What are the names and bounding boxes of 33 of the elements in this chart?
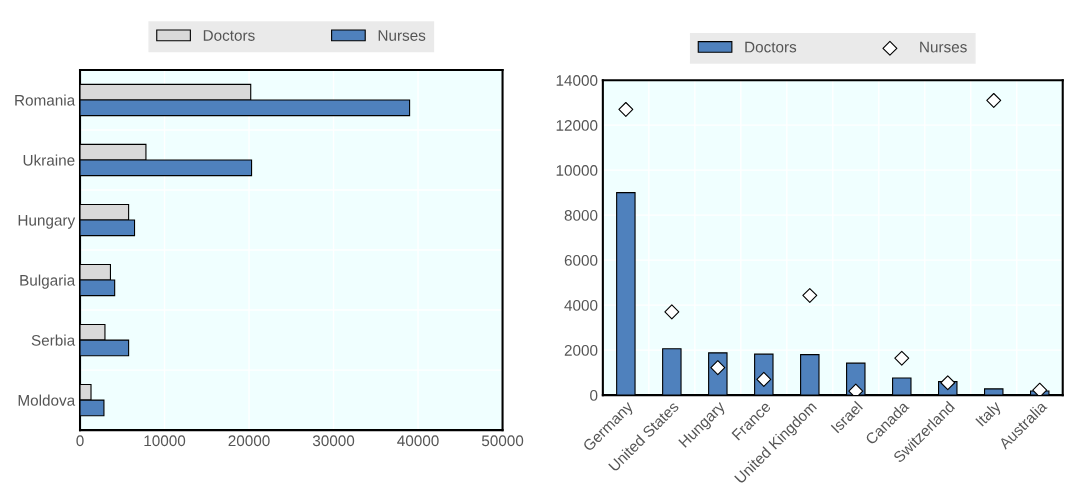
y-tick-label: 2000 (564, 345, 598, 356)
y-tick-label: 12000 (556, 120, 598, 131)
y-tick-label: 4000 (564, 300, 598, 311)
point (848, 383, 864, 396)
legend-label: Doctors (203, 30, 255, 41)
y-tick-label: Bulgaria (20, 274, 76, 289)
point (940, 375, 956, 391)
legend-label: Nurses (920, 41, 967, 53)
point (802, 287, 818, 303)
legend-label: Nurses (378, 30, 426, 41)
point (1032, 382, 1048, 396)
y-tick-label: Serbia (31, 334, 76, 346)
y-tick-label: Hungary (18, 215, 76, 229)
y-tick-label: 8000 (564, 210, 598, 221)
point (664, 304, 680, 320)
y-tick-label: 14000 (556, 75, 598, 86)
y-tick-label: Romania (15, 94, 76, 106)
x-tick-label: 20000 (228, 435, 270, 447)
y-tick-label: 6000 (564, 255, 598, 266)
point (618, 101, 634, 117)
x-tick-label: 50000 (481, 435, 524, 447)
y-tick-label: Moldova (18, 394, 76, 406)
x-tick-label: 30000 (312, 435, 355, 447)
x-tick-label: 40000 (397, 435, 439, 447)
point (894, 350, 910, 366)
x-tick-label: Italy (974, 400, 1004, 429)
y-tick-label: 10000 (556, 165, 598, 176)
y-tick-label: 0 (590, 389, 598, 401)
x-tick-label: 10000 (144, 435, 186, 447)
point (986, 92, 1002, 108)
x-tick-label: 0 (76, 435, 84, 447)
legend-label: Doctors (745, 41, 797, 53)
y-tick-label: Ukraine (23, 154, 75, 166)
